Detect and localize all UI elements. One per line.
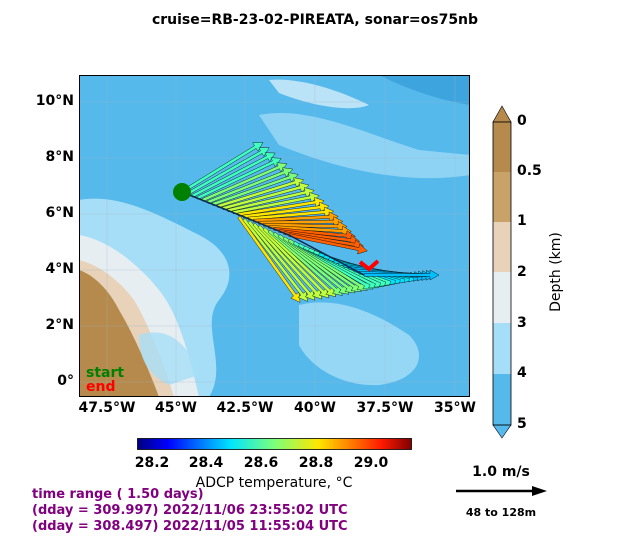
velocity-arrow [206, 167, 294, 204]
lon-tick: 37.5°W [356, 400, 414, 416]
lon-tick: 42.5°W [216, 400, 274, 416]
velocity-arrow [242, 201, 330, 219]
lat-tick: 10°N [35, 93, 74, 109]
depth-colorbar-top-arrow [492, 105, 512, 123]
abyssal-patch [299, 302, 419, 386]
depth-band [493, 374, 511, 425]
lat-tick: 4°N [45, 261, 74, 277]
depth-colorbar [492, 105, 512, 439]
end-marker [358, 259, 380, 272]
lon-tick: 40°W [294, 400, 336, 416]
temperature-tick: 28.2 [134, 455, 170, 471]
seamount-patch [269, 79, 369, 109]
velocity-arrow [247, 206, 335, 221]
depth-band [493, 272, 511, 323]
lon-tick: 45°W [155, 400, 197, 416]
velocity-arrow [201, 162, 288, 202]
depth-tick: 3 [517, 315, 527, 331]
temperature-axis-label: ADCP temperature, °C [195, 475, 353, 491]
ridge-patch-1 [259, 113, 470, 179]
temperature-tick: 28.6 [243, 455, 279, 471]
temperature-tick: 28.8 [298, 455, 334, 471]
temperature-colorbar [137, 438, 412, 450]
depth-colorbar-bottom-arrow [492, 424, 512, 439]
velocity-arrow [186, 147, 270, 196]
start-marker [173, 183, 191, 201]
velocity-arrow [237, 197, 325, 217]
depth-tick: 5 [517, 416, 527, 432]
depth-axis-label: Depth (km) [548, 232, 564, 312]
depth-tick: 4 [517, 365, 527, 381]
lat-tick: 8°N [45, 149, 74, 165]
start-legend-label: start [86, 365, 125, 381]
temperature-tick: 29.0 [353, 455, 389, 471]
lat-tick: 6°N [45, 205, 74, 221]
velocity-arrow [227, 187, 315, 213]
velocity-arrow [216, 177, 305, 209]
lon-tick: 35°W [434, 400, 476, 416]
velocity-arrow [363, 269, 440, 281]
depth-band [493, 172, 511, 222]
depth-range-label: 48 to 128m [465, 506, 537, 519]
velocity-arrow [288, 233, 368, 255]
deep-patch [379, 75, 470, 105]
depth-tick: 2 [517, 264, 527, 280]
map-frame [79, 75, 470, 397]
velocity-arrow [232, 192, 320, 215]
scale-arrow [456, 486, 547, 496]
figure-title: cruise=RB-23-02-PIREATA, sonar=os75nb [151, 12, 479, 28]
velocity-vectors [180, 142, 440, 303]
end-legend-label: end [86, 379, 116, 395]
lon-tick: 47.5°W [78, 400, 136, 416]
lat-tick: 2°N [45, 317, 74, 333]
depth-tick: 0 [517, 113, 527, 129]
map-grid [79, 75, 470, 397]
depth-band [493, 323, 511, 374]
land-region [79, 270, 159, 397]
map-plot [79, 75, 470, 397]
end-time-text: (dday = 309.997) 2022/11/06 23:55:02 UTC [32, 503, 348, 518]
scale-speed-label: 1.0 m/s [472, 464, 530, 480]
start-time-text: (dday = 308.497) 2022/11/05 11:55:04 UTC [32, 519, 348, 534]
lat-tick: 0° [57, 373, 74, 389]
velocity-arrow [258, 216, 344, 227]
velocity-arrow [253, 211, 339, 223]
time-range-text: time range ( 1.50 days) [32, 487, 204, 502]
depth-tick: 1 [517, 213, 527, 229]
temperature-tick: 28.4 [188, 455, 224, 471]
velocity-arrow [263, 221, 348, 232]
depth-tick: 0.5 [517, 163, 542, 179]
velocity-arrow [180, 142, 264, 194]
depth-band [493, 122, 511, 172]
velocity-arrow [222, 182, 310, 211]
velocity-arrow [191, 152, 276, 198]
velocity-arrow [211, 172, 299, 206]
depth-band [493, 222, 511, 272]
ridge-patch-2 [139, 332, 199, 385]
ship-track [181, 191, 365, 276]
velocity-arrow [196, 157, 282, 200]
